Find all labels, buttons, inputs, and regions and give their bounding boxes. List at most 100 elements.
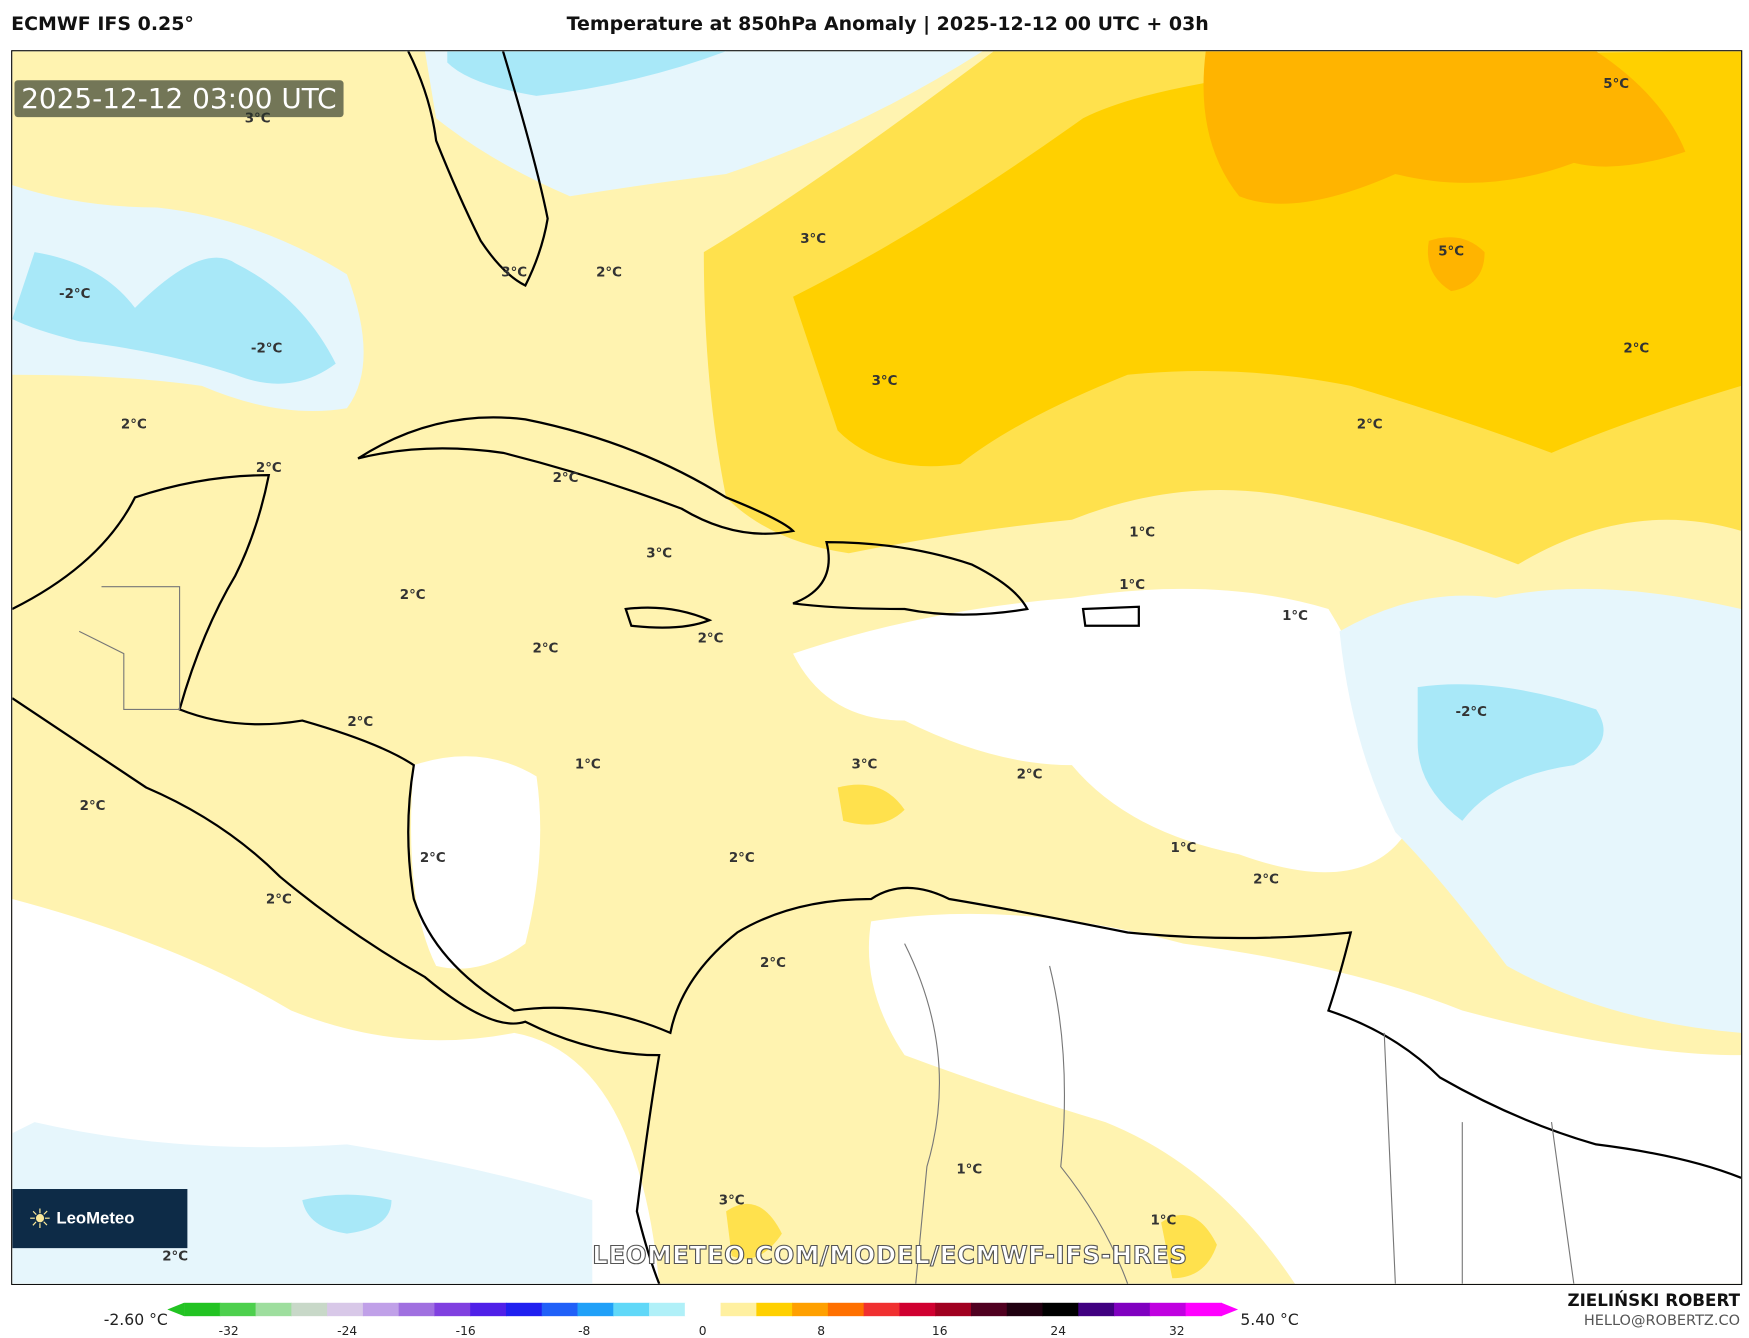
contour-label: 2°C <box>120 416 147 432</box>
colorbar-tick-label: 8 <box>817 1323 826 1338</box>
author-name: ZIELIŃSKI ROBERT <box>1567 1290 1741 1311</box>
field-yellow <box>837 784 905 825</box>
colorbar-segment <box>1185 1302 1222 1317</box>
field-white <box>411 756 541 969</box>
watermark: LEOMETEO.COM/MODEL/ECMWF-IFS-HRES <box>592 1242 1188 1271</box>
contour-label: 2°C <box>162 1248 189 1264</box>
field-light-blue <box>447 51 727 96</box>
contour-label: 1°C <box>1170 839 1197 856</box>
contour-label: 1°C <box>1150 1212 1177 1229</box>
borders <box>78 586 1575 1284</box>
contour-label: 5°C <box>1603 75 1630 92</box>
coastline-jamaica <box>624 606 713 629</box>
colorbar-segment <box>327 1302 364 1317</box>
colorbar-segment <box>470 1302 507 1317</box>
leometeo-logo: ☀ LeoMeteo <box>12 1189 188 1249</box>
anomaly-field <box>12 51 1742 1284</box>
colorbar-tick-label: 24 <box>1050 1323 1067 1338</box>
colorbar-segment <box>434 1302 471 1317</box>
contour-label: 2°C <box>347 713 374 730</box>
border-line <box>78 586 181 710</box>
coastline-hispaniola <box>792 540 1029 616</box>
colorbar-segment <box>935 1302 972 1317</box>
border-line <box>904 943 941 1284</box>
colorbar-segment <box>291 1302 328 1317</box>
colorbar-tick-label: 32 <box>1168 1323 1185 1338</box>
contour-label: 2°C <box>399 586 426 603</box>
map-panel: 3°C 5°C -2°C -2°C 3°C 2°C 3°C 5°C 2°C 3°C 2°C 2°C 2°… <box>11 50 1743 1285</box>
colorbar-segment <box>649 1302 686 1317</box>
contour-label: 3°C <box>646 545 673 562</box>
colorbar-segment <box>219 1302 257 1317</box>
field-orange <box>1427 237 1485 292</box>
colorbar-segment <box>505 1302 543 1317</box>
contour-label: -2°C <box>59 285 91 302</box>
contour-label: 1°C <box>1119 576 1146 593</box>
sun-icon: ☀ <box>27 1202 52 1235</box>
colorbar-segment <box>184 1302 221 1317</box>
contour-label: 1°C <box>574 756 601 772</box>
colorbar <box>167 1302 1239 1317</box>
coastline-florida <box>407 51 549 288</box>
contour-label: 1°C <box>1129 524 1156 540</box>
colorbar-segment <box>398 1302 435 1317</box>
colorbar-segment <box>541 1302 579 1317</box>
field-light-blue <box>302 1194 392 1234</box>
contour-label: 2°C <box>1016 766 1043 782</box>
contour-label: 2°C <box>532 640 559 656</box>
field-white <box>868 913 1742 1284</box>
valid-time-badge: 2025-12-12 03:00 UTC <box>14 80 344 118</box>
colorbar-segment <box>827 1302 865 1317</box>
colorbar-segment <box>255 1302 292 1317</box>
border-line <box>1383 1032 1575 1284</box>
contour-label: 2°C <box>697 630 724 646</box>
contour-label: 3°C <box>800 230 827 247</box>
colorbar-segment <box>970 1302 1008 1317</box>
colorbar-segment <box>792 1302 829 1317</box>
contour-label: 2°C <box>1623 340 1650 356</box>
colorbar-extend-arrow <box>1221 1302 1239 1317</box>
author-email: HELLO@ROBERTZ.CO <box>1583 1312 1741 1330</box>
coastline-yucatan <box>12 474 1742 1179</box>
contour-label: 2°C <box>419 849 446 866</box>
coastlines <box>12 51 1742 1284</box>
contour-label: 3°C <box>718 1192 745 1208</box>
colorbar-segment <box>720 1302 757 1317</box>
field-yellow <box>1161 1215 1217 1279</box>
contour-label: 3°C <box>501 264 528 280</box>
colorbar-tick-label: -24 <box>337 1323 358 1338</box>
colorbar-extend-arrow <box>167 1302 185 1317</box>
contour-label: 2°C <box>255 459 282 476</box>
field-white <box>793 588 1407 873</box>
contour-label: 2°C <box>552 469 579 486</box>
contour-label: 2°C <box>728 849 755 866</box>
colorbar-tick-label: 16 <box>931 1323 948 1338</box>
colorbar-segment <box>863 1302 900 1317</box>
contour-label: 2°C <box>79 797 106 814</box>
contour-label: 5°C <box>1438 243 1465 259</box>
border-line <box>1049 965 1129 1284</box>
colorbar-segment <box>1006 1302 1044 1317</box>
colorbar-max-label: 5.40 °C <box>1240 1311 1299 1330</box>
contour-label: 1°C <box>956 1161 983 1177</box>
contour-label: 2°C <box>760 954 786 971</box>
map-title: Temperature at 850hPa Anomaly | 2025-12-… <box>566 13 1209 36</box>
colorbar-segment <box>613 1302 650 1317</box>
colorbar-min-label: -2.60 °C <box>103 1311 168 1330</box>
colorbar-segment <box>684 1302 722 1317</box>
colorbar-tick-label: -32 <box>218 1323 239 1338</box>
colorbar-tick-label: -16 <box>455 1323 476 1338</box>
colorbar-segment <box>1042 1302 1079 1317</box>
coastline-pacific <box>12 697 661 1284</box>
field-light-blue <box>1417 684 1604 821</box>
field-yellow <box>726 1203 782 1259</box>
contour-label: 3°C <box>851 756 878 772</box>
colorbar-segment <box>1078 1302 1115 1317</box>
colorbar-segment <box>1149 1302 1187 1317</box>
colorbar-segment <box>756 1302 793 1317</box>
colorbar-tick-label: 0 <box>698 1323 707 1338</box>
model-name: ECMWF IFS 0.25° <box>11 13 194 36</box>
field-light-blue <box>12 252 336 384</box>
contour-label: 1°C <box>1282 607 1308 624</box>
